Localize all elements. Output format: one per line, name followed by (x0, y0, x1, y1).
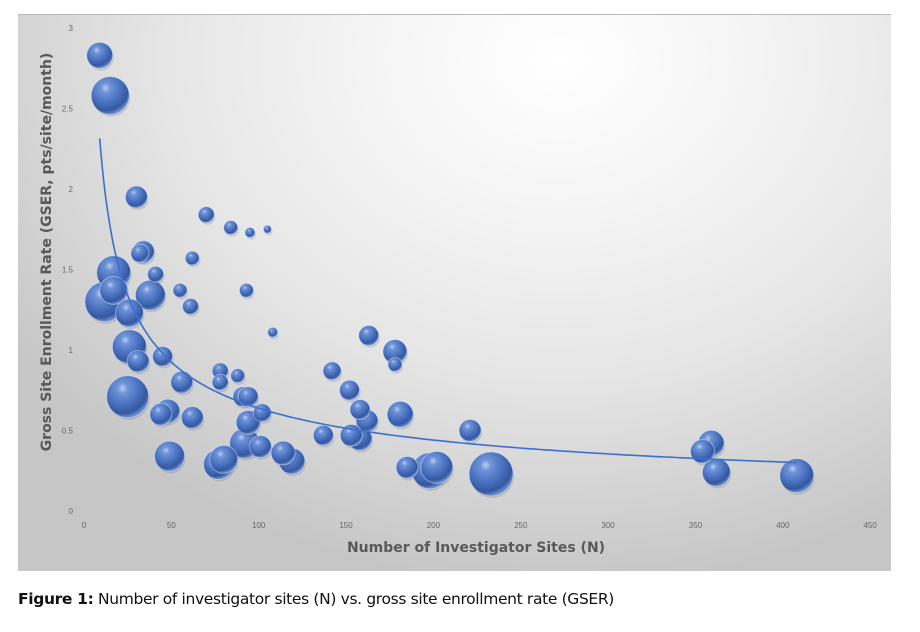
data-bubble (239, 283, 254, 298)
x-tick-label: 300 (601, 521, 615, 530)
data-bubble (267, 326, 279, 338)
x-tick-label: 150 (339, 521, 353, 530)
data-bubble (322, 361, 342, 381)
data-bubble (349, 399, 371, 420)
data-bubble (149, 402, 173, 426)
data-bubble (180, 406, 204, 430)
x-tick-label: 200 (427, 521, 441, 530)
data-bubble (154, 440, 186, 472)
x-tick-label: 50 (167, 521, 176, 530)
data-bubble (90, 76, 130, 116)
data-bubble (420, 451, 454, 484)
data-bubble (223, 220, 239, 236)
data-bubble (458, 419, 482, 442)
data-bubble (690, 439, 715, 464)
x-tick-label: 400 (776, 521, 790, 530)
data-bubble (702, 457, 731, 487)
x-axis-title: Number of Investigator Sites (N) (347, 540, 605, 556)
x-tick-label: 450 (863, 521, 877, 530)
y-tick-label: 2.5 (62, 105, 74, 114)
data-bubble (130, 243, 150, 263)
y-tick-label: 1.5 (62, 266, 74, 275)
data-bubble (386, 400, 414, 428)
data-bubble (249, 435, 272, 459)
data-bubble (147, 265, 165, 283)
y-axis-ticks: 0 0.5 1 1.5 2 2.5 3 (62, 24, 74, 516)
data-bubble (395, 456, 419, 479)
y-tick-label: 2 (69, 185, 74, 194)
bubble-series (84, 41, 815, 498)
data-bubble (244, 227, 256, 238)
data-bubble (86, 41, 114, 69)
data-bubble (468, 451, 514, 497)
y-tick-label: 1 (69, 346, 74, 355)
data-bubble (126, 349, 150, 373)
data-bubble (339, 379, 360, 401)
data-bubble (263, 224, 272, 234)
data-bubble (779, 458, 815, 493)
data-bubble (170, 370, 194, 394)
data-bubble (184, 250, 200, 266)
data-bubble (270, 440, 296, 466)
figure-caption: Figure 1: Number of investigator sites (… (18, 590, 614, 608)
chart-area: 0 0.5 1 1.5 2 2.5 3 0 50 100 150 200 250 300 350 400 45… (18, 14, 891, 571)
x-axis-ticks: 0 50 100 150 200 250 300 350 400 450 (82, 521, 878, 530)
y-tick-label: 0 (69, 507, 74, 516)
data-bubble (358, 325, 380, 346)
data-bubble (312, 424, 334, 446)
data-bubble (211, 373, 229, 391)
y-axis-title: Gross Site Enrollment Rate (GSER, pts/si… (39, 53, 55, 452)
x-tick-label: 100 (252, 521, 266, 530)
x-tick-label: 0 (82, 521, 87, 530)
power-trendline (98, 138, 797, 464)
data-bubble (115, 298, 144, 328)
figure-caption-text: Number of investigator sites (N) vs. gro… (93, 590, 614, 608)
data-bubble (197, 206, 215, 224)
y-tick-label: 3 (69, 24, 74, 33)
bubble-plot: 0 0.5 1 1.5 2 2.5 3 0 50 100 150 200 250 300 350 400 45… (39, 24, 878, 556)
data-bubble (172, 283, 188, 298)
figure-caption-label: Figure 1: (18, 590, 94, 608)
data-bubble (125, 185, 148, 209)
data-bubble (182, 298, 199, 315)
x-tick-label: 250 (514, 521, 528, 530)
y-tick-label: 0.5 (62, 427, 74, 436)
data-bubble (152, 346, 174, 367)
data-bubble (99, 276, 129, 305)
data-bubble (237, 386, 259, 408)
data-bubble (387, 357, 403, 372)
data-bubble (230, 368, 246, 384)
data-bubble (106, 375, 150, 419)
data-bubble (209, 445, 239, 474)
x-tick-label: 350 (689, 521, 703, 530)
